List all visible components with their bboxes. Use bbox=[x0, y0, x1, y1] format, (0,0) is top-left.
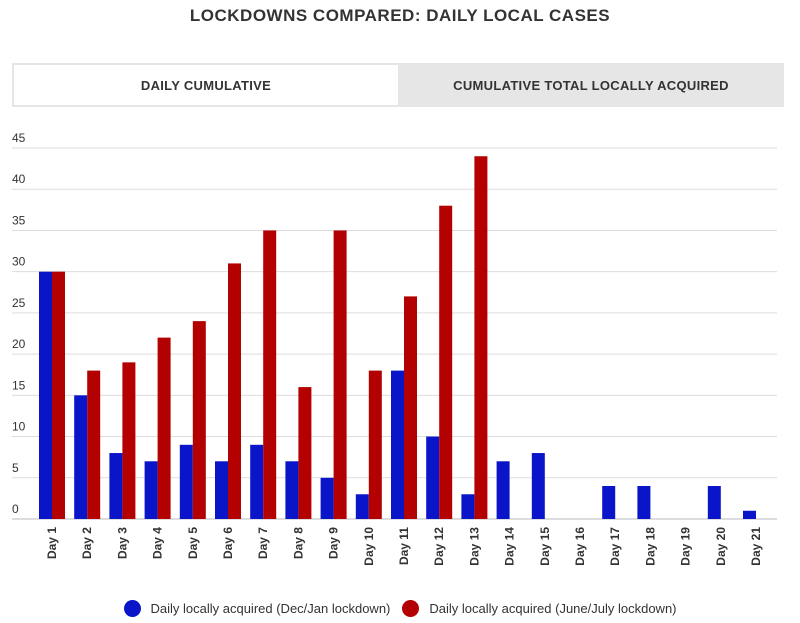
bar-dec-jan[interactable] bbox=[355, 494, 369, 519]
y-tick-label: 40 bbox=[12, 172, 26, 186]
x-tick-label: Day 5 bbox=[186, 527, 200, 559]
x-tick-label: Day 10 bbox=[362, 527, 376, 566]
bar-june-july[interactable] bbox=[439, 205, 453, 519]
bar-dec-jan[interactable] bbox=[707, 486, 721, 519]
bar-june-july[interactable] bbox=[192, 321, 206, 519]
bar-june-july[interactable] bbox=[122, 362, 136, 519]
x-tick-label: Day 4 bbox=[151, 527, 165, 559]
y-tick-label: 45 bbox=[12, 131, 26, 145]
x-tick-label: Day 18 bbox=[643, 527, 657, 566]
legend-label-june-july: Daily locally acquired (June/July lockdo… bbox=[429, 601, 677, 616]
legend-dot-june-july bbox=[402, 600, 420, 617]
x-tick-label: Day 14 bbox=[503, 527, 517, 566]
y-tick-label: 0 bbox=[12, 502, 19, 516]
y-tick-label: 30 bbox=[12, 255, 26, 269]
x-tick-label: Day 2 bbox=[80, 527, 94, 559]
x-tick-label: Day 17 bbox=[608, 527, 622, 566]
legend-label-dec-jan: Daily locally acquired (Dec/Jan lockdown… bbox=[150, 601, 391, 616]
legend-dot-dec-jan bbox=[123, 600, 141, 617]
bar-dec-jan[interactable] bbox=[285, 461, 299, 519]
x-tick-label: Day 15 bbox=[538, 527, 552, 566]
x-tick-label: Day 21 bbox=[749, 527, 763, 566]
bar-june-july[interactable] bbox=[263, 230, 277, 519]
y-tick-label: 5 bbox=[12, 461, 19, 475]
tab-cumulative-total[interactable]: CUMULATIVE TOTAL LOCALLY ACQUIRED bbox=[453, 77, 729, 93]
bar-june-july[interactable] bbox=[333, 230, 347, 519]
bar-dec-jan[interactable] bbox=[215, 461, 228, 519]
bar-dec-jan[interactable] bbox=[39, 271, 52, 519]
x-tick-label: Day 7 bbox=[256, 527, 270, 559]
bar-june-july[interactable] bbox=[404, 296, 417, 519]
y-tick-label: 35 bbox=[12, 213, 26, 227]
bar-dec-jan[interactable] bbox=[109, 453, 123, 519]
legend-item-dec-jan[interactable]: Daily locally acquired (Dec/Jan lockdown… bbox=[123, 600, 391, 617]
tab-daily-cumulative[interactable]: DAILY CUMULATIVE bbox=[14, 65, 398, 105]
bar-june-july[interactable] bbox=[228, 263, 241, 519]
bar-june-july[interactable] bbox=[298, 387, 312, 519]
bar-june-july[interactable] bbox=[87, 370, 101, 519]
x-tick-label: Day 9 bbox=[327, 527, 341, 559]
x-tick-label: Day 19 bbox=[679, 527, 693, 566]
x-tick-label: Day 12 bbox=[432, 527, 446, 566]
y-tick-label: 15 bbox=[12, 378, 26, 392]
bar-dec-jan[interactable] bbox=[602, 486, 616, 519]
x-tick-label: Day 8 bbox=[291, 527, 305, 559]
bar-dec-jan[interactable] bbox=[74, 395, 88, 519]
bar-june-july[interactable] bbox=[474, 156, 488, 519]
bar-june-july[interactable] bbox=[52, 271, 65, 519]
legend-item-june-july[interactable]: Daily locally acquired (June/July lockdo… bbox=[402, 600, 677, 617]
bar-dec-jan[interactable] bbox=[496, 461, 510, 519]
y-tick-label: 25 bbox=[12, 296, 26, 310]
chart-title: LOCKDOWNS COMPARED: DAILY LOCAL CASES bbox=[189, 6, 611, 25]
bar-dec-jan[interactable] bbox=[743, 510, 756, 519]
bar-dec-jan[interactable] bbox=[461, 494, 475, 519]
bar-dec-jan[interactable] bbox=[426, 436, 440, 519]
legend: Daily locally acquired (Dec/Jan lockdown… bbox=[0, 600, 800, 617]
bar-dec-jan[interactable] bbox=[531, 453, 545, 519]
bar-dec-jan[interactable] bbox=[320, 477, 334, 519]
x-tick-label: Day 6 bbox=[221, 527, 235, 559]
y-tick-label: 20 bbox=[12, 337, 26, 351]
bar-june-july[interactable] bbox=[368, 370, 382, 519]
x-tick-label: Day 11 bbox=[397, 527, 411, 565]
bar-dec-jan[interactable] bbox=[250, 444, 264, 519]
x-tick-label: Day 1 bbox=[45, 527, 59, 559]
bar-dec-jan[interactable] bbox=[179, 444, 193, 519]
y-tick-label: 10 bbox=[12, 420, 26, 434]
bar-dec-jan[interactable] bbox=[144, 461, 158, 519]
bar-june-july[interactable] bbox=[157, 337, 171, 519]
x-tick-label: Day 16 bbox=[573, 527, 587, 566]
x-tick-label: Day 13 bbox=[467, 527, 481, 566]
bar-dec-jan[interactable] bbox=[391, 370, 404, 519]
tab-bar: DAILY CUMULATIVE CUMULATIVE TOTAL LOCALL… bbox=[12, 63, 784, 107]
x-tick-label: Day 3 bbox=[115, 527, 129, 559]
bar-dec-jan[interactable] bbox=[637, 486, 651, 519]
x-tick-label: Day 20 bbox=[714, 527, 728, 566]
